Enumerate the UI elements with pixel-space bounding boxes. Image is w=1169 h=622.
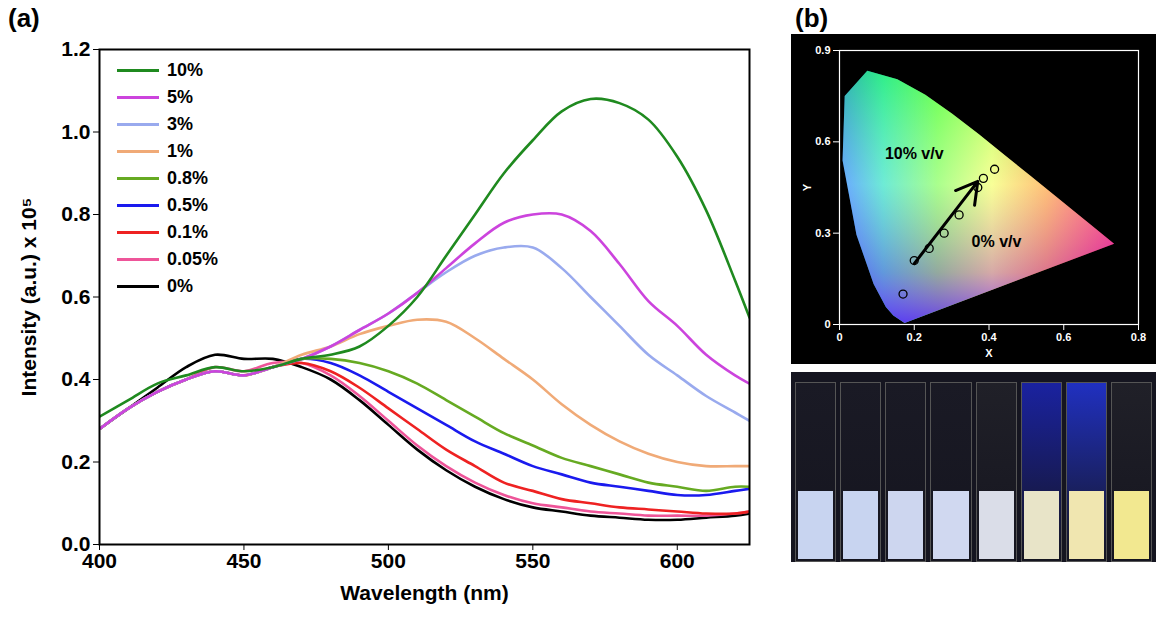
svg-text:0.2: 0.2: [907, 331, 922, 343]
svg-text:550: 550: [515, 549, 550, 572]
html-text:(a): (a): [8, 3, 40, 33]
svg-text:10% v/v: 10% v/v: [885, 145, 944, 162]
svg-text:600: 600: [660, 549, 695, 572]
svg-text:X: X: [985, 347, 993, 359]
svg-text:0.0: 0.0: [61, 532, 91, 556]
svg-text:0: 0: [824, 318, 830, 330]
svg-text:400: 400: [82, 549, 117, 572]
svg-text:0% v/v: 0% v/v: [972, 233, 1022, 250]
html-text:0.5%: 0.5%: [167, 195, 208, 215]
svg-text:0.8: 0.8: [61, 202, 91, 225]
svg-text:0.4: 0.4: [61, 367, 91, 390]
svg-text:0.3: 0.3: [815, 227, 830, 239]
html-text:(b): (b): [795, 3, 829, 33]
svg-text:0.9: 0.9: [815, 44, 830, 56]
svg-text:0: 0: [836, 331, 842, 343]
svg-text:0.8: 0.8: [1131, 331, 1146, 343]
html-text:1%: 1%: [167, 141, 193, 161]
html-text:3%: 3%: [167, 114, 193, 134]
html-text:10%: 10%: [167, 60, 203, 80]
html-text:5%: 5%: [167, 87, 193, 107]
svg-text:Intensity (a.u.) x 10⁵: Intensity (a.u.) x 10⁵: [17, 198, 40, 397]
svg-text:0.4: 0.4: [981, 331, 997, 343]
html-text:0.8%: 0.8%: [167, 168, 208, 188]
svg-text:0.2: 0.2: [61, 450, 90, 473]
html-text:0.1%: 0.1%: [167, 222, 208, 242]
svg-text:Y: Y: [801, 183, 813, 191]
svg-text:1.0: 1.0: [61, 120, 90, 143]
svg-text:450: 450: [226, 549, 261, 572]
html-text:0.05%: 0.05%: [167, 249, 218, 269]
svg-text:0.6: 0.6: [61, 285, 90, 308]
svg-text:0.6: 0.6: [815, 135, 830, 147]
svg-text:1.2: 1.2: [61, 37, 90, 60]
svg-text:0.6: 0.6: [1056, 331, 1071, 343]
html-text:0%: 0%: [167, 276, 193, 296]
svg-text:Wavelength (nm): Wavelength (nm): [340, 581, 508, 604]
svg-text:500: 500: [371, 549, 406, 572]
